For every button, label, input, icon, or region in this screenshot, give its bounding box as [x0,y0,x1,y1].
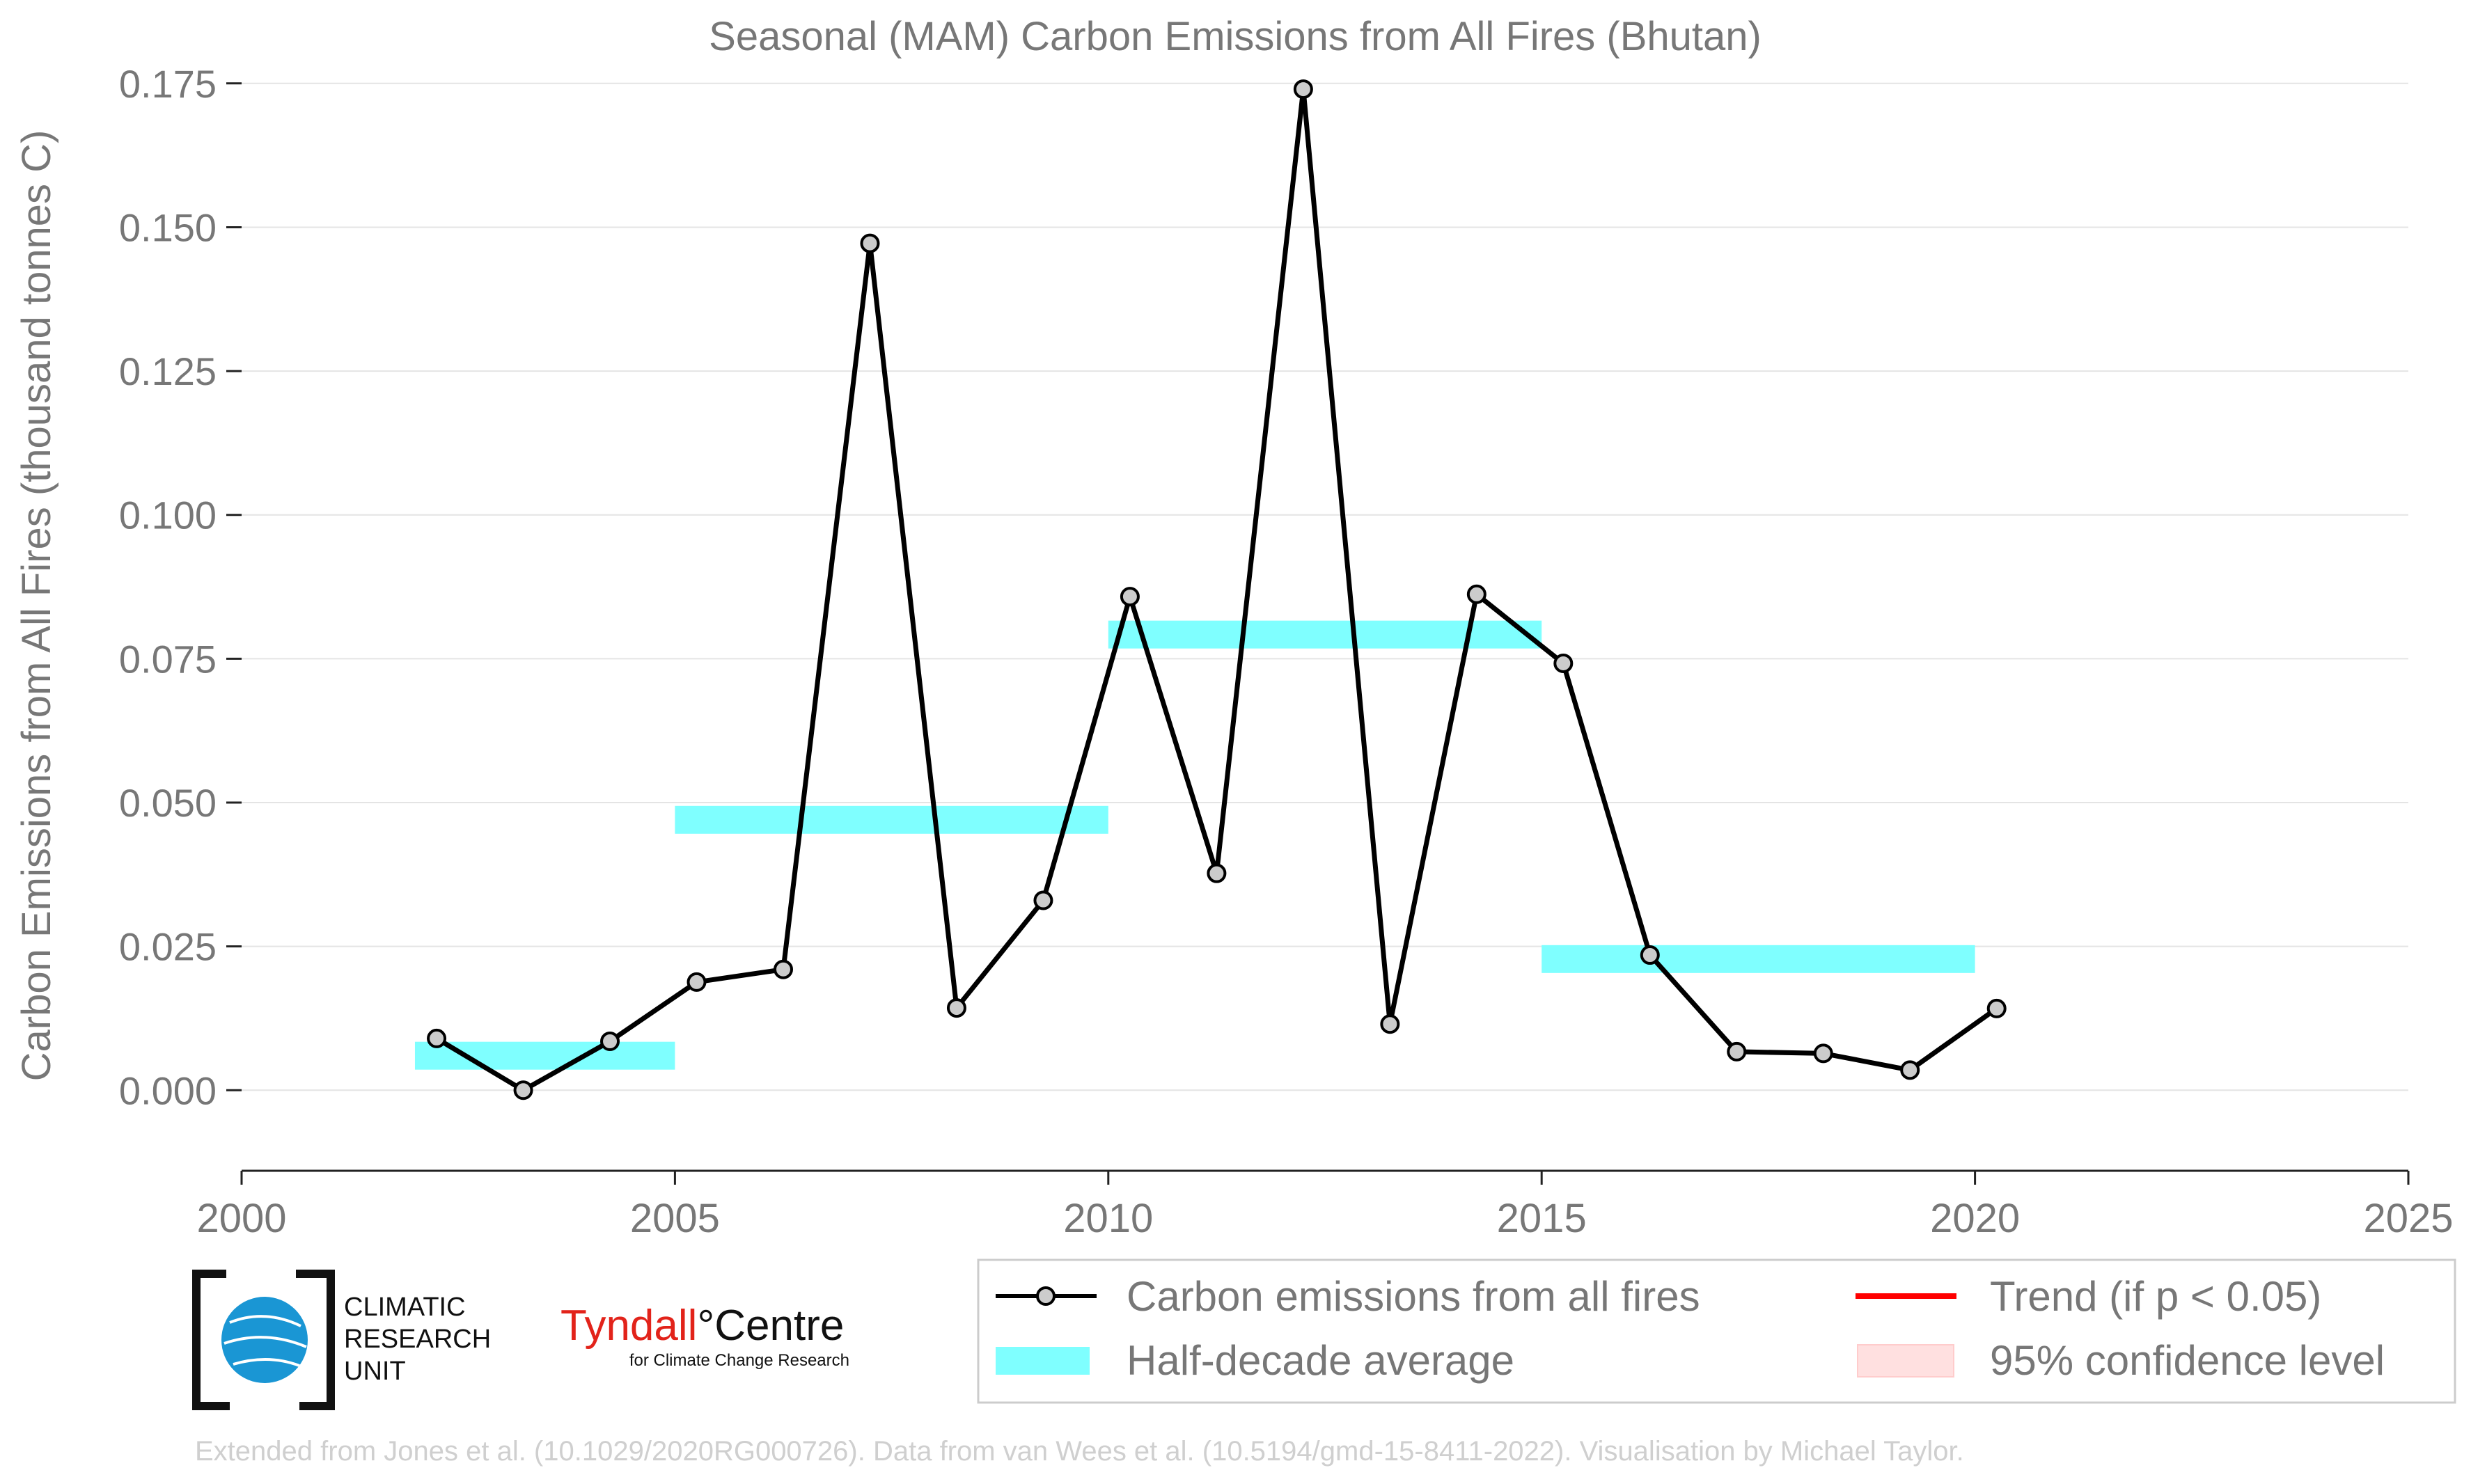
x-tick-label: 2000 [196,1196,286,1241]
legend-marker-swatch [1036,1286,1056,1306]
data-point [1900,1060,1920,1080]
series-carbon-emissions [427,79,2007,1100]
data-point [1813,1043,1833,1064]
data-point [1207,863,1227,883]
data-point [1466,584,1486,604]
y-tick-label: 0.175 [119,62,217,106]
half-decade-average-band [414,1041,675,1070]
y-tick-label: 0.050 [119,781,217,825]
legend-frame [977,1258,2456,1404]
y-axis-ticks: 0.000 0.025 0.050 0.075 0.100 0.125 0.150 0.175 [119,62,242,1112]
globe-lines-icon [223,1315,307,1367]
data-point [774,959,793,979]
tyndall-logo: Tyndall°Centre for Climate Change Resear… [560,1302,849,1370]
cru-logo: CLIMATIC RESEARCH UNIT [192,1270,491,1410]
x-tick-label: 2025 [2363,1196,2453,1241]
data-point [1380,1014,1400,1034]
chart-title: Seasonal (MAM) Carbon Emissions from All… [709,14,1762,59]
data-point [600,1032,620,1052]
y-tick-label: 0.150 [119,205,217,249]
y-tick-label: 0.125 [119,349,217,393]
y-tick-label: 0.100 [119,494,217,537]
data-point [687,972,707,992]
y-tick-label: 0.075 [119,637,217,681]
legend-band-swatch [996,1347,1090,1375]
cru-logo-line-2: RESEARCH [344,1325,491,1354]
y-tick-label: 0.000 [119,1068,217,1112]
series-line [435,86,1998,1093]
half-decade-average-band [675,805,1108,834]
legend-label-trend: Trend (if p < 0.05) [1990,1273,2321,1320]
data-point [513,1080,533,1100]
half-decade-average-band [1108,620,1542,649]
half-decade-average-bands [414,620,1975,1070]
x-tick-label: 2015 [1497,1196,1587,1241]
data-point [1120,587,1140,607]
tyndall-logo-subtitle: for Climate Change Research [629,1351,849,1370]
legend-label-emissions: Carbon emissions from all fires [1127,1273,1700,1320]
footer-credits: Extended from Jones et al. (10.1029/2020… [195,1436,1964,1467]
tyndall-logo-name: Tyndall°Centre [560,1302,844,1350]
legend-confidence-swatch [1857,1344,1954,1378]
data-point [946,998,966,1018]
x-axis: 2000 2005 2010 2015 2020 2025 [196,1169,2454,1241]
data-point [860,233,880,253]
data-point [427,1028,447,1048]
x-tick-label: 2005 [630,1196,720,1241]
data-point [1293,79,1313,100]
x-tick-label: 2010 [1063,1196,1153,1241]
legend: Carbon emissions from all fires Half-dec… [977,1258,2456,1404]
cru-logo-line-1: CLIMATIC [344,1293,466,1322]
cru-logo-frame-left [192,1270,230,1410]
cru-logo-frame-right [296,1270,335,1410]
y-tick-label: 0.025 [119,925,217,969]
data-point [1033,890,1053,910]
data-point [1553,653,1574,673]
y-axis-label: Carbon Emissions from All Fires (thousan… [14,130,59,1082]
data-point [1640,945,1660,965]
gridlines [242,82,2408,1091]
legend-label-half-decade: Half-decade average [1127,1337,1514,1384]
x-tick-label: 2020 [1930,1196,2020,1241]
half-decade-average-band [1542,945,1975,973]
legend-label-confidence: 95% confidence level [1990,1337,2385,1384]
cru-logo-line-3: UNIT [344,1357,406,1386]
data-point [1727,1041,1747,1061]
data-point [1986,998,2007,1018]
